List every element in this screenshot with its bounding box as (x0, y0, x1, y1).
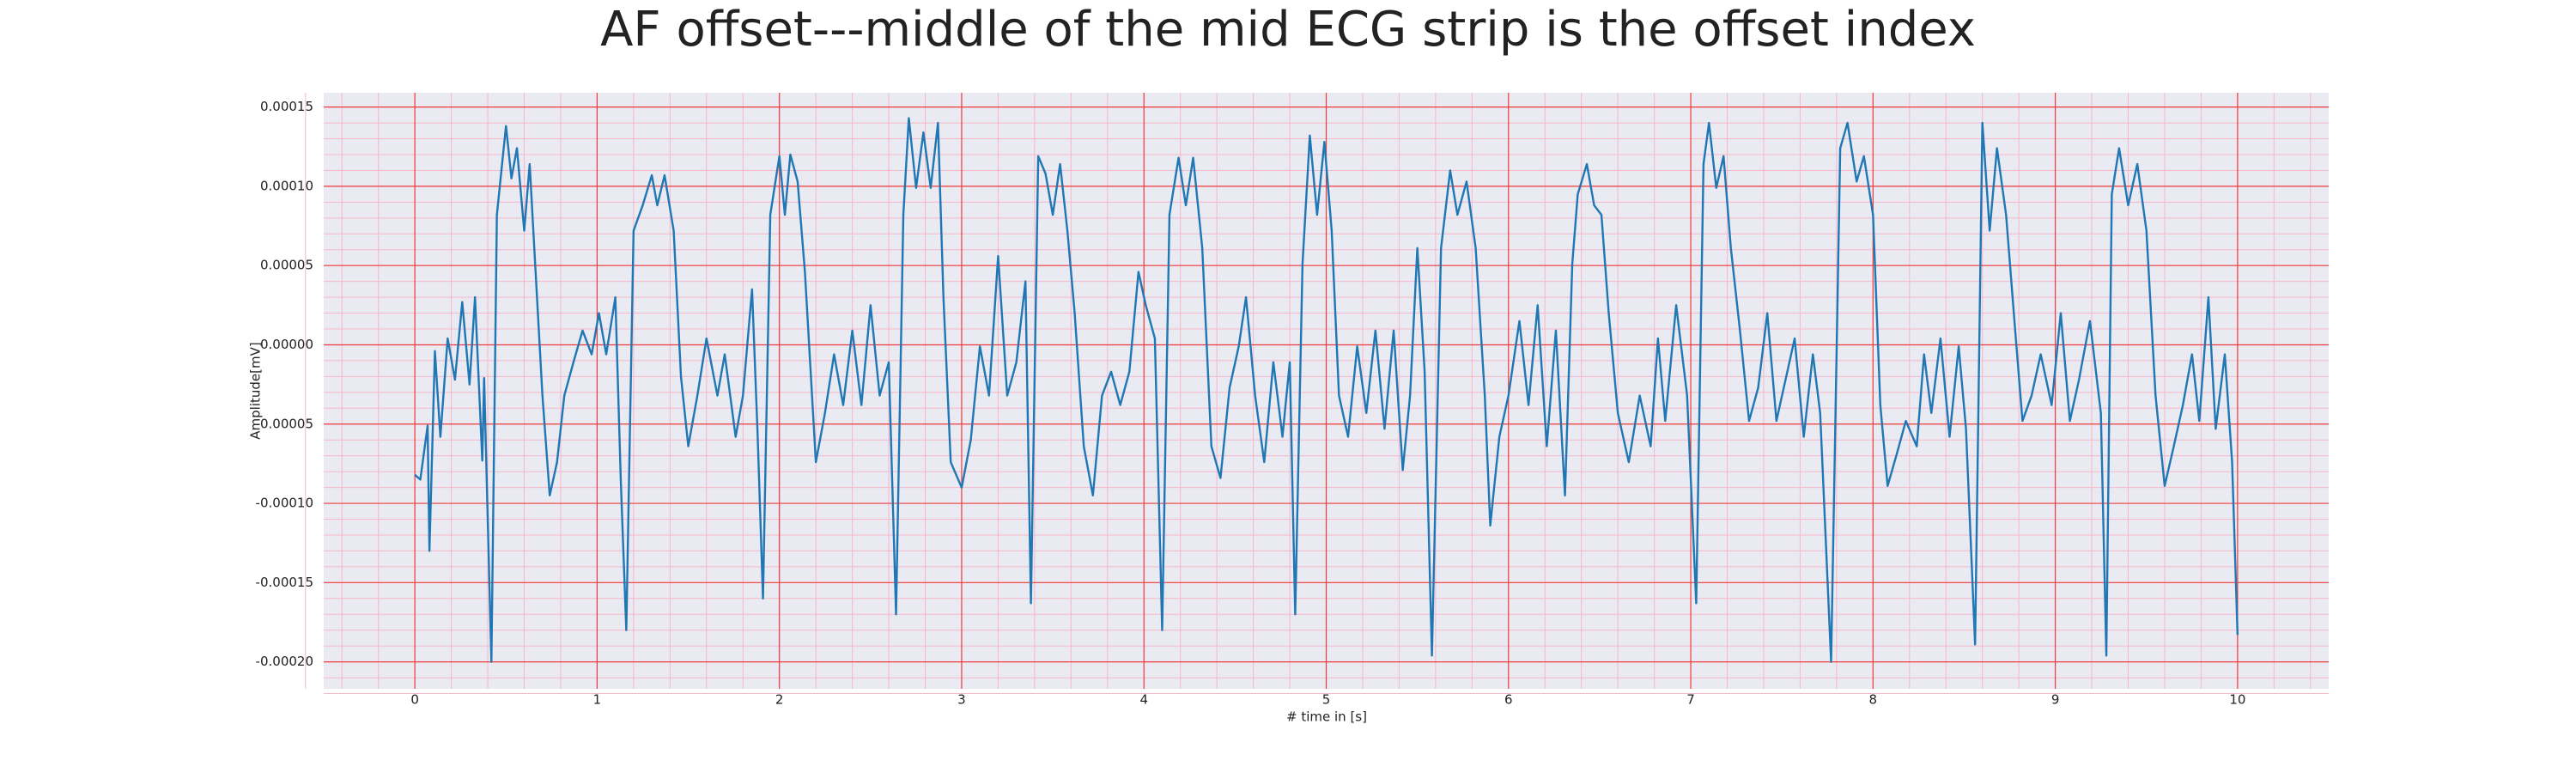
y-tick-label: 0.00010 (260, 178, 313, 193)
x-tick-label: 3 (957, 692, 966, 708)
x-tick-label: 2 (775, 692, 784, 708)
y-tick-label: -0.00010 (256, 496, 313, 511)
x-axis-label: # time in [s] (1286, 709, 1367, 725)
y-tick-label: 0.00015 (260, 99, 313, 114)
y-tick-label: -0.00020 (256, 654, 313, 669)
x-tick-label: 6 (1504, 692, 1513, 708)
x-tick-label: 0 (410, 692, 419, 708)
x-tick-label: 7 (1686, 692, 1695, 708)
ecg-line (414, 117, 2239, 663)
x-tick-label: 4 (1139, 692, 1148, 708)
y-tick-label: -0.00015 (256, 575, 313, 590)
y-tick-label: 0.00005 (260, 258, 313, 273)
x-tick-label: 9 (2051, 692, 2060, 708)
x-tick-label: 5 (1322, 692, 1331, 708)
y-axis-label: Amplitude[mV] (248, 342, 264, 439)
x-tick-label: 10 (2229, 692, 2245, 708)
y-tick-label: -0.00005 (256, 416, 313, 431)
x-tick-label: 1 (593, 692, 602, 708)
chart-title: AF offset---middle of the mid ECG strip … (600, 2, 1976, 58)
x-tick-label: 8 (1869, 692, 1878, 708)
y-tick-label: 0.00000 (260, 337, 313, 352)
